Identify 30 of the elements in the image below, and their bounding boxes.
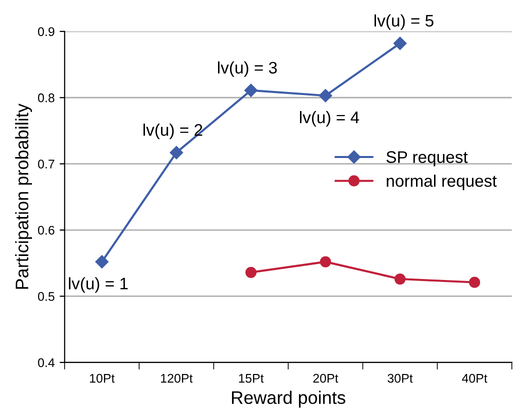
x-tick-label: 30Pt xyxy=(388,374,413,383)
x-tick-label: 20Pt xyxy=(313,374,338,383)
legend-label: SP request xyxy=(386,151,468,166)
point xyxy=(469,276,480,288)
x-tick-label: 120Pt xyxy=(161,374,193,383)
annotation: lv(u) = 4 xyxy=(300,111,360,127)
point xyxy=(95,255,108,268)
x-tick-label: 10Pt xyxy=(90,374,115,383)
point xyxy=(245,266,257,278)
y-tick-label: 0.7 xyxy=(38,160,54,168)
point xyxy=(244,84,258,97)
x-axis-title: Reward points xyxy=(232,390,346,408)
x-tick-label: 40Pt xyxy=(462,374,488,383)
point xyxy=(393,36,407,50)
y-tick-label: 0.5 xyxy=(38,292,54,301)
point xyxy=(394,273,406,285)
annotation: lv(u) = 1 xyxy=(68,277,128,293)
point xyxy=(320,256,332,268)
y-tick-label: 0.4 xyxy=(38,358,55,368)
point xyxy=(170,146,184,160)
y-tick-label: 0.9 xyxy=(38,27,54,36)
annotation: lv(u) = 3 xyxy=(218,61,277,77)
y-axis-title: Participation probability xyxy=(15,104,32,289)
annotation: lv(u) = 5 xyxy=(374,14,434,30)
y-tick-label: 0.8 xyxy=(38,93,54,102)
y-tick-label: 0.6 xyxy=(38,226,54,235)
x-tick-label: 15Pt xyxy=(239,374,264,383)
legend-label: normal request xyxy=(386,174,497,190)
annotation: lv(u) = 2 xyxy=(143,124,202,140)
point xyxy=(318,89,332,102)
